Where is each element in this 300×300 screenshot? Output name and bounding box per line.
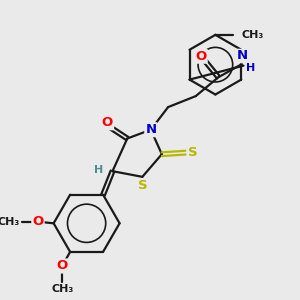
Text: O: O <box>196 50 207 63</box>
Text: N: N <box>236 50 247 62</box>
Text: N: N <box>145 123 156 136</box>
Text: O: O <box>32 215 44 228</box>
Text: H: H <box>94 165 103 175</box>
Text: H: H <box>246 63 255 73</box>
Text: CH₃: CH₃ <box>242 30 264 40</box>
Text: S: S <box>138 179 148 192</box>
Text: CH₃: CH₃ <box>0 217 20 227</box>
Text: O: O <box>102 116 113 129</box>
Text: O: O <box>57 260 68 272</box>
Text: CH₃: CH₃ <box>51 284 74 294</box>
Text: S: S <box>188 146 198 159</box>
